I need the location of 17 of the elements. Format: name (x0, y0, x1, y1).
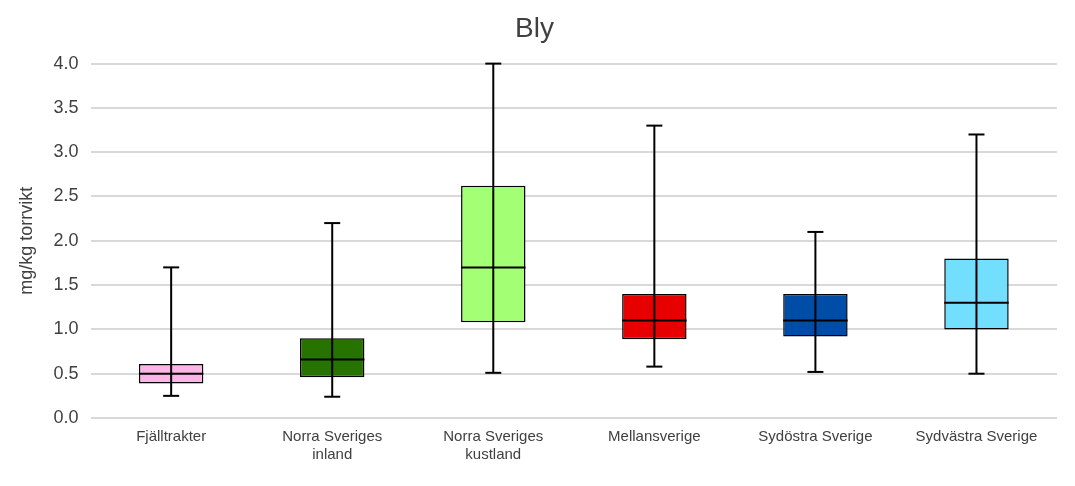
y-tick-label: 1.0 (53, 318, 79, 339)
chart-title: Bly (515, 11, 554, 43)
y-tick-label: 3.5 (53, 96, 79, 117)
y-tick-label: 2.5 (53, 185, 79, 206)
x-tick-label: Fjälltrakter (136, 427, 207, 445)
x-tick-label: Sydöstra Sverige (758, 427, 873, 445)
y-axis-title: mg/kg torrvikt (15, 186, 36, 295)
y-tick-label: 0.5 (53, 362, 79, 383)
x-tick-label: Mellansverige (608, 427, 701, 445)
y-tick-label: 3.0 (53, 141, 79, 162)
x-tick-label: Norra Sveriges inland (282, 427, 383, 463)
x-tick-label: Norra Sveriges kustland (443, 427, 544, 463)
y-tick-label: 2.0 (53, 229, 79, 250)
y-tick-label: 4.0 (53, 52, 79, 73)
y-tick-label: 1.5 (53, 274, 79, 295)
y-tick-label: 0.0 (53, 406, 79, 427)
x-tick-label: Sydvästra Sverige (915, 427, 1038, 445)
